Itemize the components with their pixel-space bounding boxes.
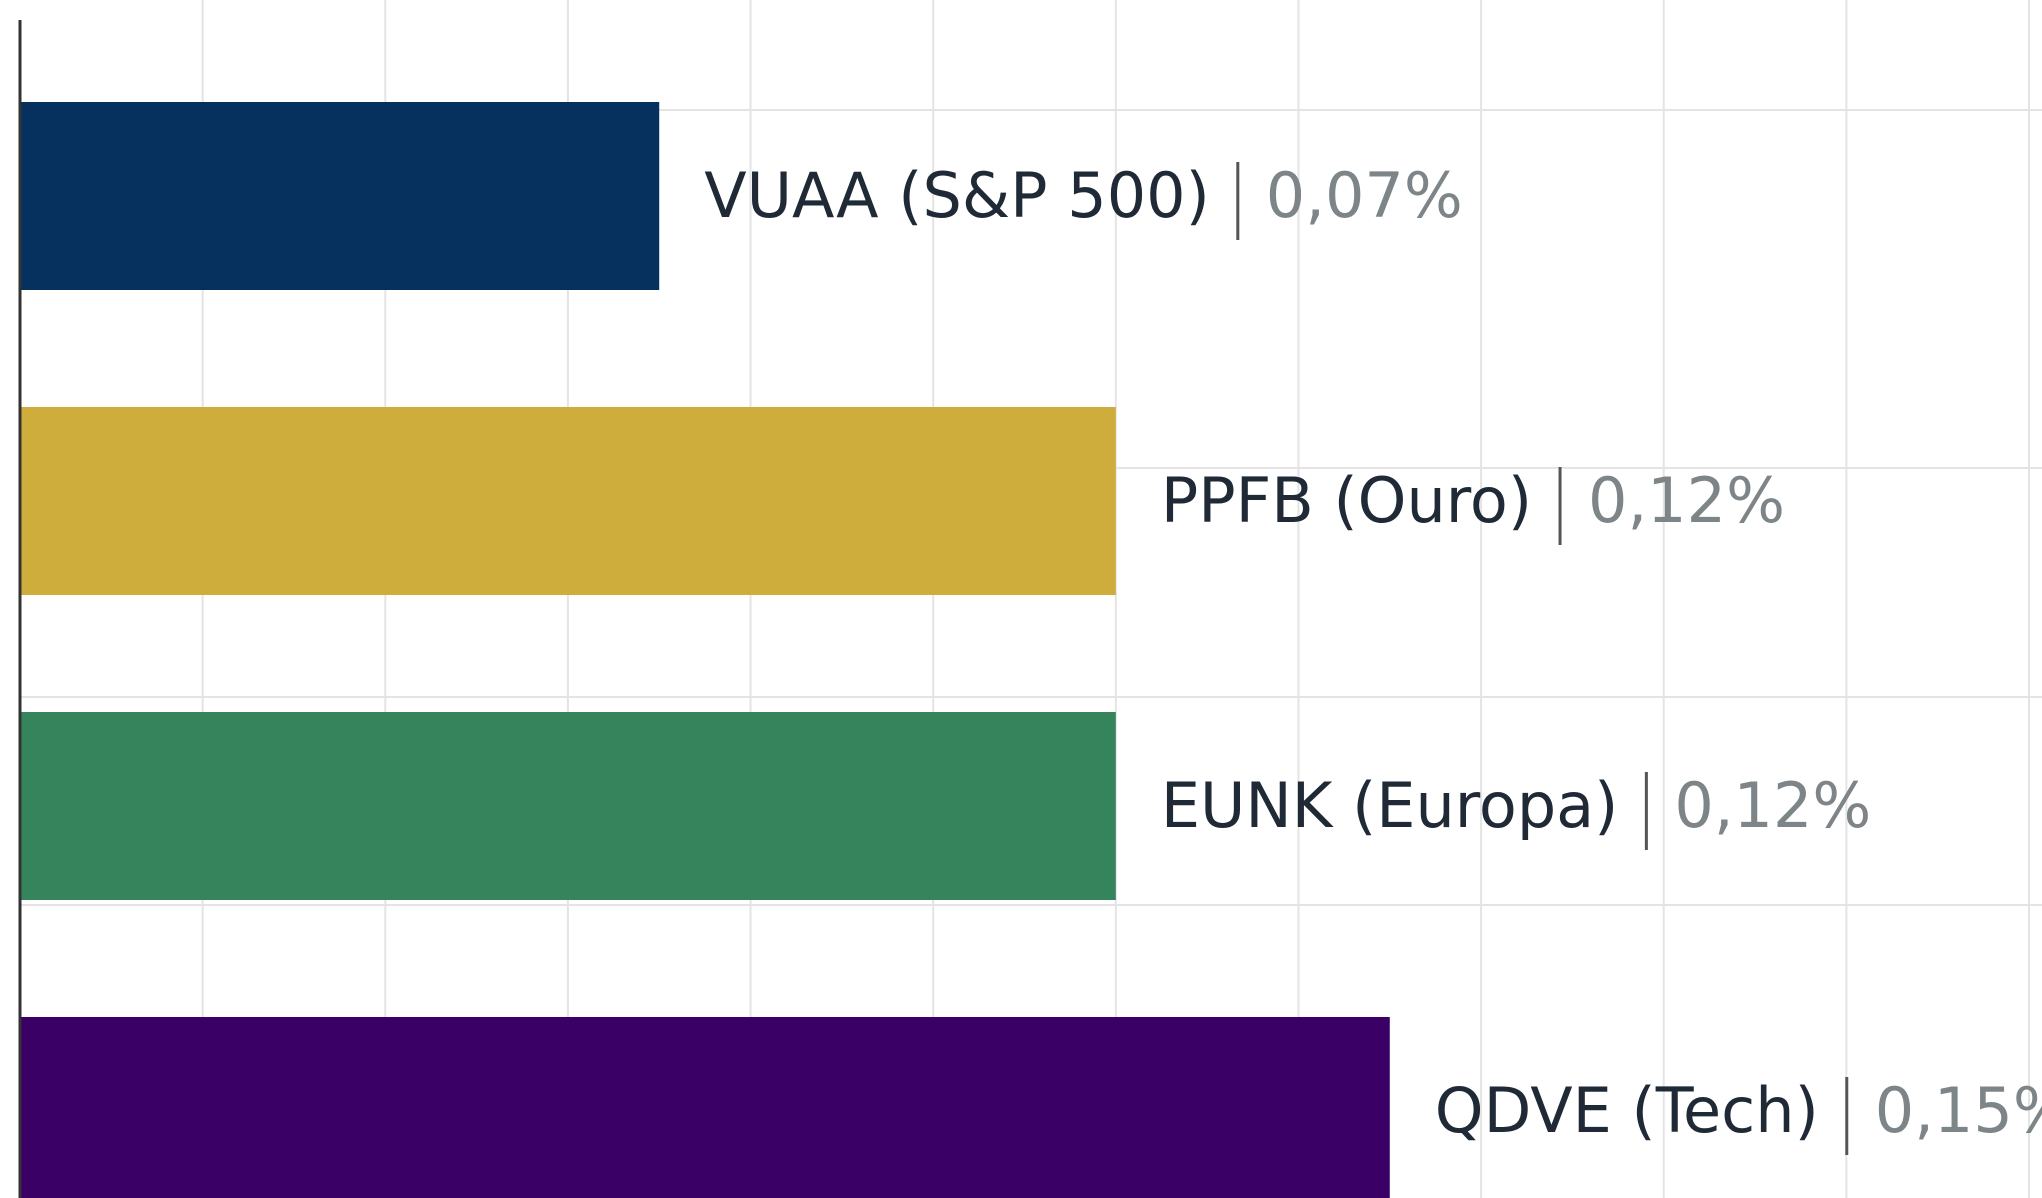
value-label: 0,12% (1588, 464, 1785, 537)
bar (20, 712, 1116, 900)
bars (20, 102, 1390, 1198)
bar-label: VUAA (S&P 500) (704, 159, 1210, 232)
value-label: 0,12% (1674, 769, 1871, 842)
labels: VUAA (S&P 500) 0,07% PPFB (Ouro) 0,12% EUNK … (704, 159, 2042, 1155)
value-label: 0,15% (1875, 1074, 2042, 1147)
bar (20, 102, 660, 290)
bar (20, 407, 1116, 595)
value-label: 0,07% (1266, 159, 1463, 232)
bar-label: QDVE (Tech) (1435, 1074, 1819, 1147)
bar (20, 1017, 1390, 1198)
bar-label: PPFB (Ouro) (1161, 464, 1532, 537)
bar-label: EUNK (Europa) (1161, 769, 1619, 842)
